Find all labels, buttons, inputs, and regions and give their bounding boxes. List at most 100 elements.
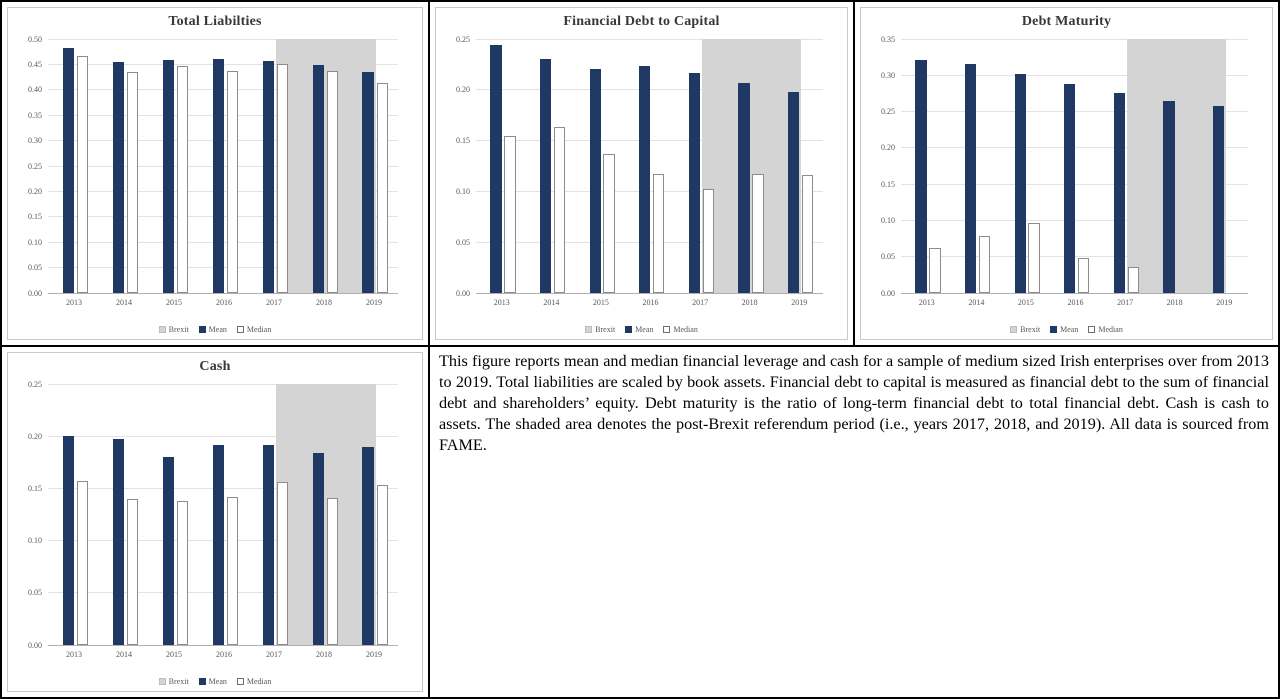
plot-area [48,38,398,294]
brexit-swatch-icon [1010,326,1018,333]
brexit-shaded-band [702,39,802,293]
x-tick-label: 2013 [66,650,82,659]
bar-median-2017 [1127,266,1139,293]
chart-cell-cash: Cash 0.00 0.05 0.10 0.15 0.20 0.25 2013 2014 2015… [2,347,430,697]
brexit-shaded-band [1127,39,1227,293]
gridline [48,435,398,437]
y-tick-label: 0.10 [456,186,470,196]
x-tick-label: 2018 [316,650,332,659]
chart-legend: Brexit Mean Median [861,325,1272,334]
bar-mean-2019 [787,91,800,293]
y-tick-label: 0.05 [28,588,42,598]
brexit-swatch-icon [158,326,166,333]
bar-mean-2014 [539,59,552,293]
legend-item-median: Median [663,325,698,334]
legend-item-brexit: Brexit [585,325,615,334]
legend-item-mean: Mean [198,325,227,334]
bar-mean-2013 [62,47,74,293]
bar-median-2013 [929,248,941,293]
x-axis-line [901,292,1248,294]
chart-title: Total Liabilties [168,14,262,29]
y-tick-label: 0.05 [456,237,470,247]
gridline [48,38,398,40]
y-tick-label: 0.00 [28,640,42,650]
chart-title: Debt Maturity [1021,14,1112,29]
bar-mean-2014 [112,62,124,293]
legend-label: Median [1098,325,1123,334]
legend-label: Brexit [168,677,189,686]
x-axis-line [476,292,823,294]
bar-median-2015 [1028,222,1040,293]
median-swatch-icon [663,326,671,333]
bar-median-2014 [126,498,138,645]
median-swatch-icon [1088,326,1096,333]
x-tick-label: 2013 [66,298,82,307]
x-tick-label: 2016 [642,298,659,307]
bar-median-2013 [76,481,88,645]
legend-item-brexit: Brexit [158,325,189,334]
bar-mean-2019 [362,446,374,645]
chart-financial-debt-to-capital: Financial Debt to Capital 0.00 0.05 0.10 0.1… [435,7,848,340]
x-tick-label: 2017 [266,298,282,307]
bar-mean-2016 [212,444,224,645]
bar-median-2016 [1077,258,1090,293]
y-tick-label: 0.20 [456,85,470,95]
legend-label: Mean [635,325,654,334]
bar-mean-2019 [1212,105,1225,293]
bar-mean-2013 [490,45,502,293]
brexit-swatch-icon [585,326,593,333]
x-tick-label: 2017 [1117,298,1134,307]
legend-label: Mean [208,325,227,334]
y-tick-label: 0.00 [881,288,895,298]
bar-mean-2016 [639,66,651,293]
bar-median-2016 [226,496,238,645]
x-tick-label: 2019 [1216,298,1233,307]
legend-item-brexit: Brexit [158,677,189,686]
legend-item-median: Median [236,325,271,334]
x-axis-line [48,292,398,294]
legend-item-mean: Mean [1050,325,1078,334]
x-tick-label: 2016 [216,650,232,659]
legend-item-mean: Mean [625,325,653,334]
chart-cell-total-liabilities: Total Liabilties 0.00 0.05 0.10 0.15 0.20 0.25… [2,2,430,347]
chart-debt-maturity: Debt Maturity 0.00 0.05 0.10 0.15 0.20 0.25 0.3… [860,7,1273,340]
chart-cell-financial-debt-to-capital: Financial Debt to Capital 0.00 0.05 0.10 0.1… [430,2,855,347]
y-tick-label: 0.35 [28,110,42,120]
y-tick-label: 0.10 [28,237,42,247]
x-tick-label: 2018 [1166,298,1183,307]
gridline [48,383,398,385]
y-tick-label: 0.45 [28,59,42,69]
x-tick-label: 2014 [116,650,132,659]
legend-label: Mean [208,677,227,686]
bar-median-2017 [702,189,714,293]
y-tick-label: 0.00 [28,288,42,298]
y-tick-label: 0.25 [456,34,470,44]
x-tick-label: 2013 [918,298,935,307]
bar-median-2015 [176,65,188,293]
bar-mean-2015 [1014,73,1026,293]
y-tick-label: 0.20 [28,186,42,196]
bar-median-2015 [603,153,615,293]
legend-label: Median [673,325,698,334]
x-tick-label: 2019 [366,650,382,659]
chart-total-liabilities: Total Liabilties 0.00 0.05 0.10 0.15 0.20 0.25… [7,7,423,340]
legend-item-median: Median [236,677,271,686]
bar-median-2019 [376,485,388,645]
mean-swatch-icon [198,326,206,333]
chart-legend: Brexit Mean Median [8,325,422,334]
chart-cell-debt-maturity: Debt Maturity 0.00 0.05 0.10 0.15 0.20 0.25 0.3… [855,2,1278,347]
bar-mean-2017 [262,444,274,645]
bar-mean-2013 [915,60,927,293]
y-tick-label: 0.25 [28,161,42,171]
median-swatch-icon [236,326,244,333]
bar-mean-2014 [964,63,977,293]
legend-label: Brexit [168,325,189,334]
bar-median-2013 [504,135,516,293]
bar-median-2018 [752,174,764,293]
x-tick-label: 2019 [366,298,382,307]
x-tick-label: 2016 [216,298,232,307]
y-tick-label: 0.30 [881,70,895,80]
y-tick-label: 0.05 [881,252,895,262]
gridline [476,38,823,40]
